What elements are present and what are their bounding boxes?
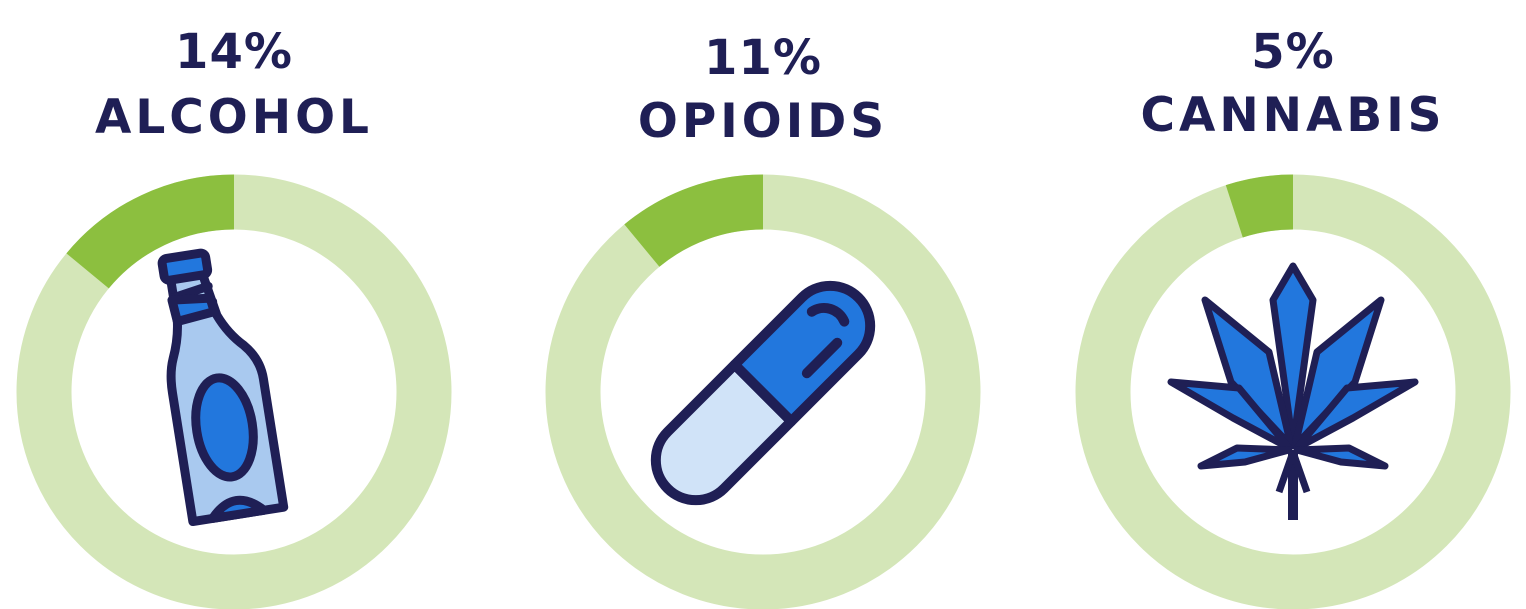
donut-chart-opioids <box>545 174 981 609</box>
category-label: ALCOHOL <box>94 90 373 145</box>
ring-fill-segment <box>624 174 764 268</box>
category-label: OPIOIDS <box>637 94 889 149</box>
value-label: 11% <box>704 30 822 86</box>
bottle-icon <box>157 248 289 527</box>
stat-panel-alcohol: 14% ALCOHOL <box>0 0 494 609</box>
value-label: 5% <box>1251 24 1335 80</box>
donut-chart-alcohol <box>16 174 452 609</box>
ring-fill-segment <box>66 174 235 289</box>
cannabis-leaf-icon <box>1167 262 1419 520</box>
category-label: CANNABIS <box>1140 88 1446 143</box>
stat-panel-opioids: 11% OPIOIDS <box>503 0 1023 609</box>
pill-icon <box>650 280 876 506</box>
stat-panel-cannabis: 5% CANNABIS <box>1033 0 1526 609</box>
donut-chart-cannabis <box>1075 174 1511 609</box>
value-label: 14% <box>175 24 293 80</box>
ring-fill-segment <box>1225 174 1294 238</box>
